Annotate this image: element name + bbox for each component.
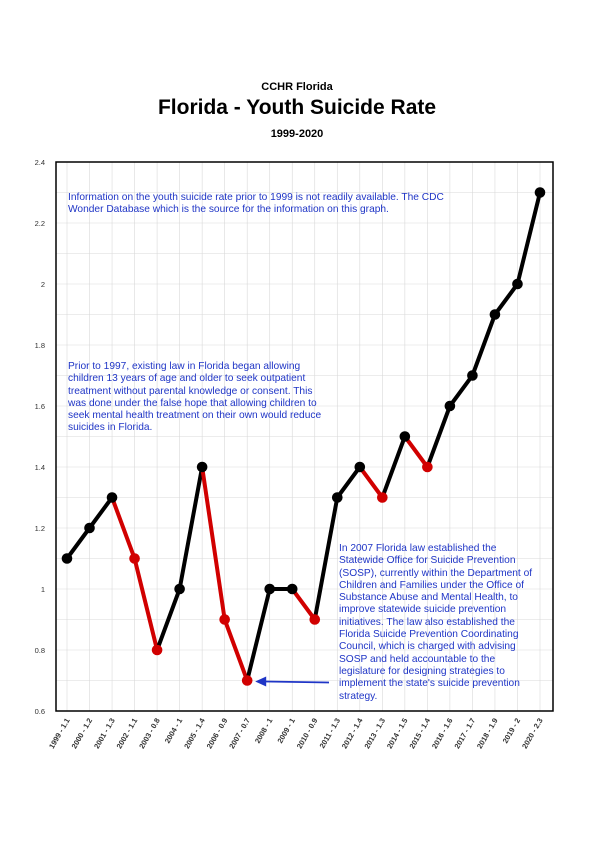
data-point <box>196 461 208 473</box>
line-segment <box>380 434 407 500</box>
x-tick-label: 2006 - 0.9 <box>205 717 230 751</box>
data-point <box>151 644 163 656</box>
data-point <box>61 553 73 564</box>
x-tick-label: 2019 - 2 <box>501 717 523 745</box>
data-point <box>219 614 230 625</box>
y-tick-label: 1.4 <box>35 463 45 472</box>
x-tick-label: 2004 - 1 <box>163 717 185 745</box>
x-tick-label: 2020 - 2.3 <box>520 717 545 751</box>
annotation-prior-1999: Information on the youth suicide rate pr… <box>68 192 444 216</box>
arrow-head <box>255 676 267 687</box>
x-tick-label: 2017 - 1.7 <box>452 717 477 751</box>
annotation-sosp-2007: In 2007 Florida law established the Stat… <box>339 543 533 702</box>
x-tick-label: 2010 - 0.9 <box>295 717 320 751</box>
y-tick-label: 0.8 <box>35 646 45 655</box>
x-tick-label: 2003 - 0.8 <box>137 717 162 751</box>
x-tick-label: 2009 - 1 <box>275 717 297 745</box>
data-point <box>422 461 433 473</box>
plot-area <box>55 161 554 712</box>
x-tick-label: 2001 - 1.3 <box>92 717 117 751</box>
data-point <box>264 583 276 595</box>
y-tick-label: 1.8 <box>35 341 45 350</box>
line-segment <box>245 587 272 683</box>
line-segment <box>177 465 205 591</box>
data-point <box>399 431 411 442</box>
line-segment <box>425 404 452 469</box>
x-tick-label: 2012 - 1.4 <box>340 716 365 750</box>
y-tick-label: 0.6 <box>35 707 45 716</box>
data-point <box>309 614 321 625</box>
data-point <box>354 461 366 473</box>
line-segment <box>65 526 92 561</box>
data-point <box>467 370 478 381</box>
annotation-arrow <box>255 676 330 687</box>
x-tick-label: 2018 - 1.9 <box>475 717 500 751</box>
y-tick-label: 2.2 <box>35 219 45 228</box>
line-segment <box>447 373 475 408</box>
line-segment <box>110 495 137 561</box>
y-tick-label: 1.2 <box>35 524 45 533</box>
chart-subtitle: 1999-2020 <box>270 128 324 140</box>
data-point <box>241 675 253 686</box>
x-tick-label: 2015 - 1.4 <box>407 716 432 750</box>
data-point <box>444 400 456 412</box>
line-segment <box>290 587 317 622</box>
line-segment <box>335 465 362 500</box>
x-tick-label: 2005 - 1.4 <box>182 716 207 750</box>
data-point <box>534 187 546 198</box>
arrow-shaft <box>265 680 330 684</box>
data-point <box>106 492 118 503</box>
series-points <box>61 187 546 686</box>
line-segment <box>402 434 430 469</box>
data-point <box>129 553 140 564</box>
x-tick-label: 2011 - 1.3 <box>318 717 342 750</box>
data-point <box>84 522 95 534</box>
data-point <box>286 583 298 595</box>
x-tick-label: 1999 - 1.1 <box>47 717 72 751</box>
line-segment <box>515 190 542 286</box>
line-segment <box>132 556 160 652</box>
y-tick-label: 2.4 <box>35 158 45 167</box>
x-tick-label: 2002 - 1.1 <box>115 717 140 751</box>
line-segment <box>357 465 385 500</box>
y-tick-label: 1.6 <box>35 402 45 411</box>
series-line <box>65 190 542 683</box>
x-tick-label: 2014 - 1.5 <box>385 717 410 751</box>
line-segment <box>87 495 115 530</box>
org-name: CCHR Florida <box>261 81 333 93</box>
y-tick-label: 1 <box>41 585 45 594</box>
y-axis-ticks: 0.6 0.8 1 1.2 1.4 1.6 1.8 2 2.2 2.4 <box>35 158 45 716</box>
data-point <box>331 492 343 503</box>
data-point <box>377 492 388 503</box>
line-segment <box>155 587 182 652</box>
line-segment <box>200 465 227 622</box>
data-point <box>174 583 185 595</box>
line-segment <box>492 282 520 317</box>
annotation-prior-1997: Prior to 1997, existing law in Florida b… <box>68 361 322 434</box>
x-tick-label: 2000 - 1.2 <box>70 717 95 751</box>
x-tick-label: 2013 - 1.3 <box>362 717 387 751</box>
line-segment <box>470 312 497 378</box>
chart-title: Florida - Youth Suicide Rate <box>157 96 437 119</box>
y-tick-label: 2 <box>41 280 45 289</box>
data-point <box>512 278 523 290</box>
line-segment <box>312 495 340 622</box>
x-tick-label: 2007 - 0.7 <box>227 717 252 751</box>
data-point <box>489 309 501 320</box>
x-tick-label: 2008 - 1 <box>253 717 275 745</box>
x-tick-label: 2016 - 1.6 <box>430 717 455 751</box>
line-segment <box>222 617 250 683</box>
